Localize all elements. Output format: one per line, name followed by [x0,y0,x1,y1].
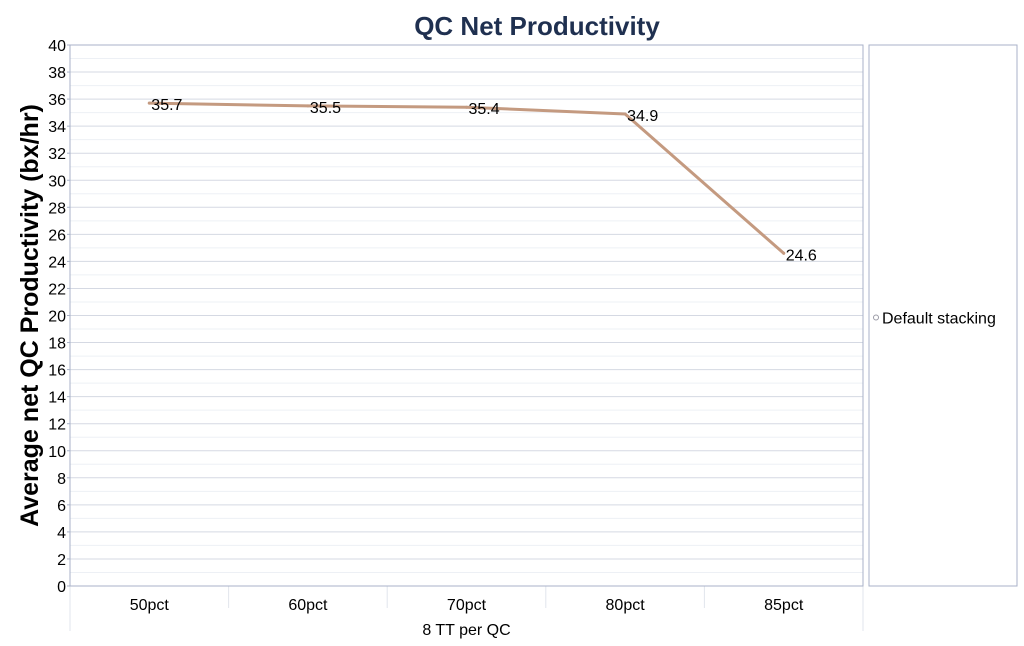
y-tick-label: 4 [57,525,66,542]
y-tick-label: 20 [48,309,66,326]
x-tick-label: 80pct [606,597,646,614]
y-tick-label: 12 [48,417,66,434]
y-tick-label: 6 [57,498,66,515]
x-axis-title: 8 TT per QC [422,622,510,639]
data-point [782,251,786,255]
y-tick-label: 24 [48,254,66,271]
x-tick-label: 70pct [447,597,487,614]
y-tick-label: 36 [48,92,66,109]
legend-marker-default-stacking [873,314,879,321]
x-tick-label: 50pct [130,597,170,614]
y-tick-label: 2 [57,552,66,569]
legend-item-default-stacking: Default stacking [882,311,996,328]
y-tick-label: 26 [48,227,66,244]
data-label: 34.9 [627,108,658,125]
y-tick-label: 8 [57,471,66,488]
y-tick-label: 30 [48,173,66,190]
gridlines [69,44,864,631]
x-tick-label: 85pct [764,597,804,614]
y-tick-label: 34 [48,119,66,136]
y-tick-label: 10 [48,444,66,461]
data-point [147,101,151,105]
x-tick-label: 60pct [288,597,328,614]
y-axis-title: Average net QC Productivity (bx/hr) [16,104,44,527]
y-tick-label: 16 [48,363,66,380]
data-point [465,105,468,109]
chart-title: QC Net Productivity [414,11,660,41]
y-tick-label: 22 [48,281,66,298]
data-label: 35.4 [469,101,500,118]
x-axis-ticks: 50pct 60pct 70pct 80pct 85pct [130,597,804,614]
data-label: 24.6 [786,247,817,264]
legend: Default stacking [868,44,1018,587]
data-point [623,112,627,116]
data-label: 35.5 [310,100,341,117]
legend-box [868,44,1018,587]
data-label: 35.7 [151,97,182,114]
y-tick-label: 0 [57,579,66,596]
y-tick-label: 40 [48,38,66,55]
y-tick-label: 18 [48,336,66,353]
y-tick-label: 38 [48,65,66,82]
data-labels: 35.7 35.5 35.4 34.9 24.6 [151,97,817,264]
data-point [306,104,310,108]
y-tick-label: 28 [48,200,66,217]
y-tick-label: 14 [48,390,66,407]
y-tick-label: 32 [48,146,66,163]
series-layer [147,101,786,255]
